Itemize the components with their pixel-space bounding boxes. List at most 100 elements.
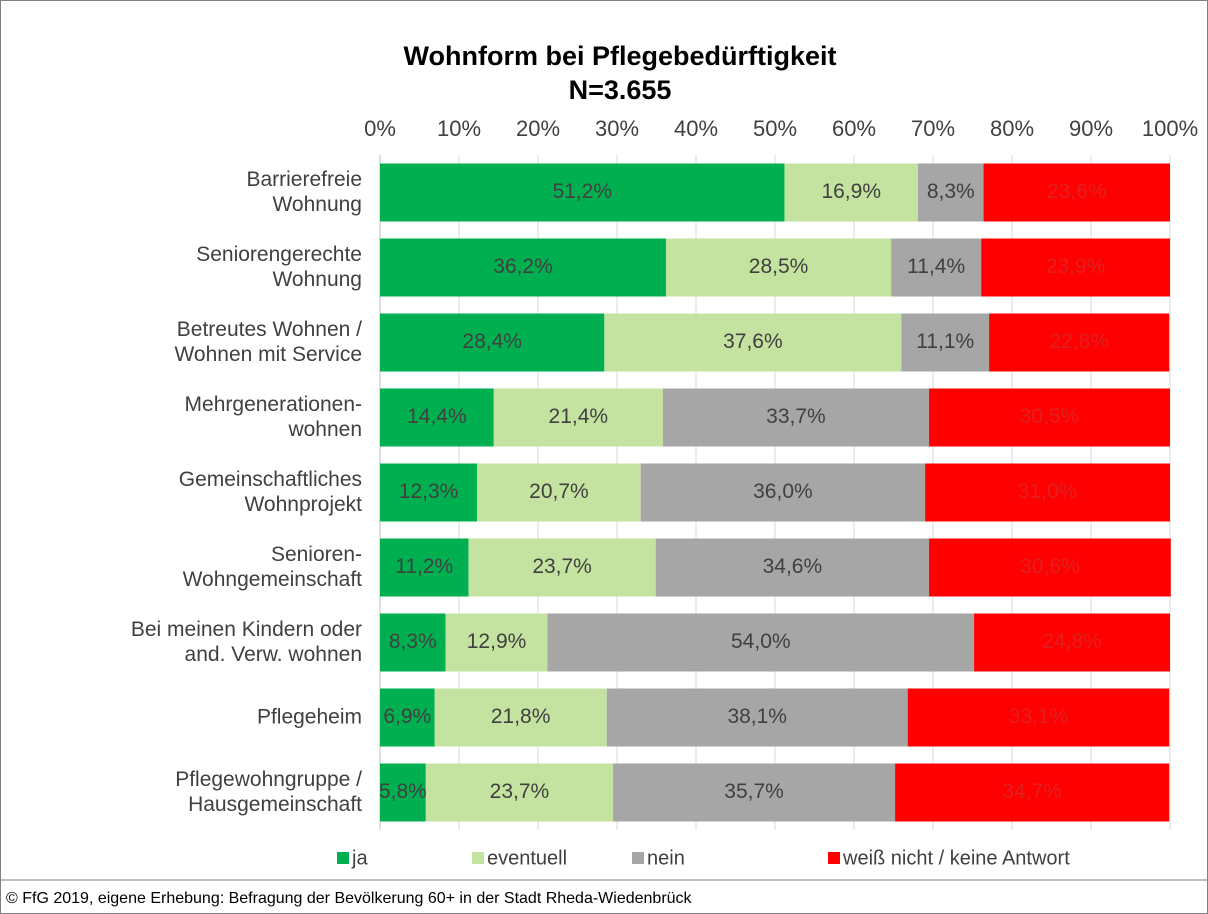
bar-segment: [606, 688, 908, 747]
y-tick-label: Seniorengerechte Wohnung: [196, 243, 362, 291]
bar-segment: [445, 613, 548, 672]
legend-label: weiß nicht / keine Antwort: [842, 847, 1070, 869]
bar-segment: [895, 763, 1170, 822]
bar-segment: [604, 313, 902, 372]
value-label: 38,1%: [727, 705, 787, 728]
x-tick-label: 40%: [674, 116, 718, 141]
y-tick-label: Gemeinschaftliches Wohnprojekt: [179, 468, 362, 516]
y-tick-label: Pflegeheim: [257, 705, 362, 728]
value-label: 6,9%: [383, 705, 431, 728]
value-label: 28,5%: [749, 255, 809, 278]
bar-segment: [662, 388, 930, 447]
bar-segment: [380, 163, 785, 222]
bar-segment: [917, 163, 984, 222]
value-label: 8,3%: [389, 630, 437, 653]
bar-segment: [989, 313, 1170, 372]
value-label: 31,0%: [1018, 480, 1078, 503]
value-label: 20,7%: [529, 480, 589, 503]
chart-title: Wohnform bei Pflegebedürftigkeit: [403, 41, 836, 71]
footer: © FfG 2019, eigene Erhebung: Befragung d…: [6, 890, 693, 907]
bar-segment: [425, 763, 614, 822]
bar-segment: [665, 238, 892, 297]
x-tick-label: 70%: [911, 116, 955, 141]
x-tick-label: 100%: [1142, 116, 1198, 141]
value-label: 34,6%: [763, 555, 823, 578]
bar-segment: [907, 688, 1170, 747]
value-label: 23,9%: [1046, 255, 1106, 278]
bar-segment: [891, 238, 982, 297]
value-label: 24,8%: [1042, 630, 1102, 653]
chart-subtitle: N=3.655: [569, 75, 672, 105]
value-label: 34,7%: [1002, 780, 1062, 803]
x-tick-label: 30%: [595, 116, 639, 141]
value-label: 5,8%: [379, 780, 427, 803]
x-tick-label: 90%: [1069, 116, 1113, 141]
value-label: 30,6%: [1020, 555, 1080, 578]
y-tick-label: Pflegewohngruppe / Hausgemeinschaft: [175, 768, 362, 816]
value-label: 22,8%: [1049, 330, 1109, 353]
x-tick-label: 60%: [832, 116, 876, 141]
x-tick-label: 20%: [516, 116, 560, 141]
value-label: 23,7%: [490, 780, 550, 803]
bar-segment: [380, 688, 435, 747]
bar-segment: [925, 463, 1170, 522]
bar-segment: [613, 763, 896, 822]
value-label: 36,2%: [493, 255, 553, 278]
value-label: 14,4%: [407, 405, 467, 428]
x-tick-label: 10%: [437, 116, 481, 141]
bar-segment: [380, 613, 446, 672]
bar-segment: [380, 388, 494, 447]
legend-label: eventuell: [487, 847, 567, 869]
legend-swatch: [337, 852, 349, 864]
value-label: 8,3%: [927, 180, 975, 203]
value-label: 12,9%: [467, 630, 527, 653]
bar-segment: [434, 688, 607, 747]
value-label: 54,0%: [731, 630, 791, 653]
bar-segment: [380, 463, 478, 522]
value-label: 11,1%: [916, 330, 974, 353]
value-label: 35,7%: [724, 780, 784, 803]
bar-segment: [380, 238, 666, 297]
bar-segment: [640, 463, 926, 522]
value-label: 23,7%: [532, 555, 592, 578]
bar-segment: [974, 613, 1170, 672]
bar-segment: [901, 313, 990, 372]
value-label: 11,4%: [907, 255, 965, 278]
legend-swatch: [472, 852, 484, 864]
bar-segment: [547, 613, 975, 672]
bar-segment: [380, 313, 605, 372]
y-tick-label: Barrierefreie Wohnung: [246, 168, 362, 216]
bar-segment: [477, 463, 641, 522]
value-label: 36,0%: [753, 480, 813, 503]
value-label: 33,1%: [1009, 705, 1069, 728]
legend-label: ja: [351, 847, 368, 869]
value-label: 28,4%: [462, 330, 522, 353]
value-label: 16,9%: [821, 180, 881, 203]
bar-segment: [380, 763, 426, 822]
x-tick-label: 80%: [990, 116, 1034, 141]
y-tick-label: Betreutes Wohnen / Wohnen mit Service: [174, 318, 362, 366]
bar-segment: [983, 163, 1170, 222]
y-tick-label: Senioren-Wohngemeinschaft: [183, 543, 363, 591]
bar-segment: [981, 238, 1170, 297]
y-tick-label: Mehrgenerationen-wohnen: [185, 393, 362, 441]
bar-segment: [493, 388, 663, 447]
value-label: 21,8%: [491, 705, 551, 728]
value-label: 11,2%: [395, 555, 453, 578]
value-label: 12,3%: [399, 480, 459, 503]
bar-segment: [929, 538, 1171, 597]
legend-swatch: [828, 852, 840, 864]
bar-segment: [380, 538, 469, 597]
value-label: 51,2%: [552, 180, 612, 203]
value-label: 30,5%: [1020, 405, 1080, 428]
value-label: 23,6%: [1047, 180, 1107, 203]
legend-swatch: [632, 852, 644, 864]
legend-label: nein: [647, 847, 685, 869]
bar-segment: [655, 538, 930, 597]
value-label: 33,7%: [766, 405, 826, 428]
x-tick-label: 0%: [364, 116, 396, 141]
bar-segment: [929, 388, 1170, 447]
bar-segment: [784, 163, 918, 222]
y-tick-label: Bei meinen Kindern oder and. Verw. wohnen: [131, 618, 362, 666]
